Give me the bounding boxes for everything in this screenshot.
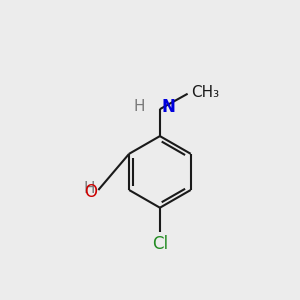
Text: H: H [133,99,145,114]
Text: Cl: Cl [152,235,168,253]
Text: N: N [161,98,175,116]
Text: O: O [84,182,97,200]
Text: H: H [84,181,95,196]
Text: CH₃: CH₃ [191,85,219,100]
